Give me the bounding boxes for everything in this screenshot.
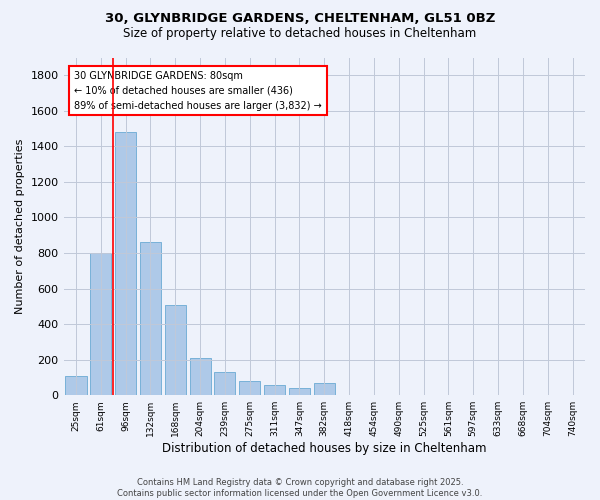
Bar — [239, 381, 260, 395]
X-axis label: Distribution of detached houses by size in Cheltenham: Distribution of detached houses by size … — [162, 442, 487, 455]
Bar — [90, 253, 112, 395]
Text: Size of property relative to detached houses in Cheltenham: Size of property relative to detached ho… — [124, 28, 476, 40]
Bar — [314, 383, 335, 395]
Bar — [115, 132, 136, 395]
Bar — [140, 242, 161, 395]
Bar — [190, 358, 211, 395]
Bar — [264, 386, 285, 395]
Bar — [289, 388, 310, 395]
Y-axis label: Number of detached properties: Number of detached properties — [15, 138, 25, 314]
Text: 30, GLYNBRIDGE GARDENS, CHELTENHAM, GL51 0BZ: 30, GLYNBRIDGE GARDENS, CHELTENHAM, GL51… — [105, 12, 495, 26]
Bar — [65, 376, 86, 395]
Text: 30 GLYNBRIDGE GARDENS: 80sqm
← 10% of detached houses are smaller (436)
89% of s: 30 GLYNBRIDGE GARDENS: 80sqm ← 10% of de… — [74, 71, 322, 110]
Bar — [165, 304, 186, 395]
Bar — [214, 372, 235, 395]
Text: Contains HM Land Registry data © Crown copyright and database right 2025.
Contai: Contains HM Land Registry data © Crown c… — [118, 478, 482, 498]
